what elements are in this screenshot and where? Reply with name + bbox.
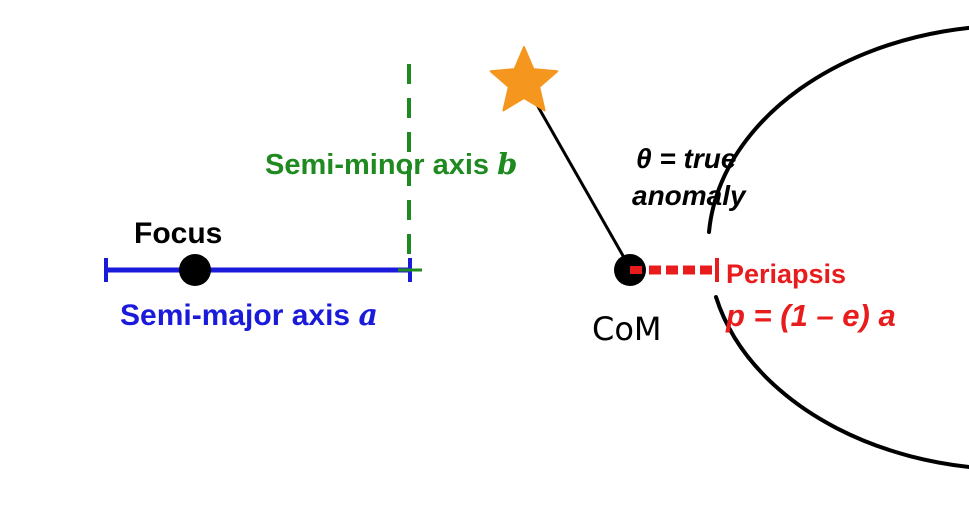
radius-vector-line bbox=[522, 81, 632, 269]
semi-major-axis-text: Semi-major axis bbox=[120, 299, 358, 332]
true-anomaly-label-line2: anomaly bbox=[632, 180, 747, 211]
true-anomaly-label-line1: θ = true bbox=[636, 143, 736, 174]
semi-minor-axis-text: Semi-minor axis bbox=[265, 149, 497, 181]
semi-major-axis-var: a bbox=[358, 298, 377, 333]
focus-label: Focus bbox=[134, 217, 222, 250]
com-red-mark bbox=[630, 266, 642, 274]
orbit-ellipse bbox=[707, 25, 969, 469]
star-icon bbox=[489, 46, 559, 112]
periapsis-label: Periapsis bbox=[726, 259, 846, 289]
semi-minor-axis-var: b bbox=[497, 147, 517, 181]
periapsis-formula: p = (1 – e) a bbox=[725, 298, 896, 333]
semi-major-axis-label: Semi-major axis a bbox=[120, 298, 378, 333]
com-label: CoM bbox=[592, 310, 662, 348]
semi-minor-axis-label: Semi-minor axis b bbox=[265, 147, 517, 181]
focus-dot-icon bbox=[179, 254, 211, 286]
